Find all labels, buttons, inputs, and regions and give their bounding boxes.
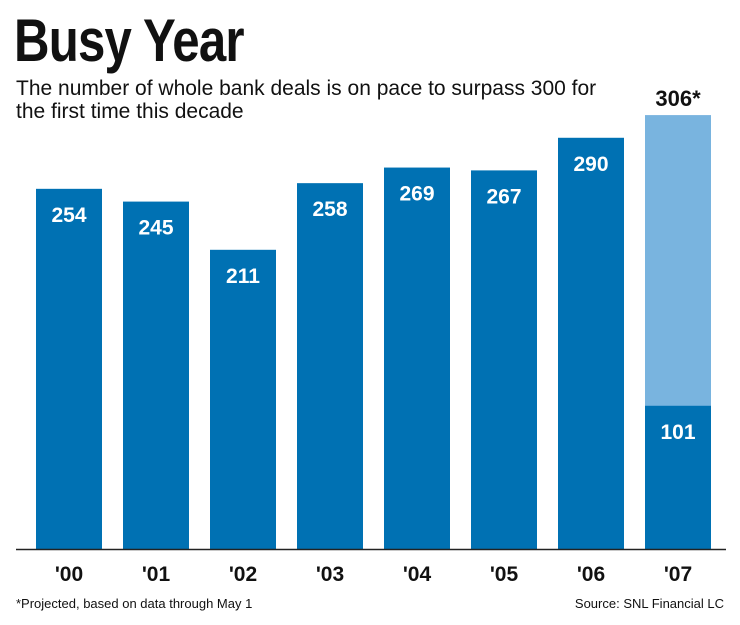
bar — [471, 170, 537, 550]
bar-value-label: 290 — [573, 153, 608, 176]
bar-value-label: 211 — [226, 265, 260, 288]
bar — [210, 249, 276, 549]
bar — [645, 405, 711, 549]
source-note: Source: SNL Financial LC — [574, 596, 724, 611]
bar — [384, 167, 450, 550]
bar-value-label: 258 — [312, 198, 347, 221]
bar — [297, 183, 363, 549]
bar — [123, 201, 189, 549]
bar — [36, 188, 102, 549]
bar — [558, 137, 624, 549]
chart-title: Busy Year — [14, 7, 245, 74]
x-tick-label: '05 — [490, 563, 519, 586]
chart-subtitle: The number of whole bank deals is on pac… — [16, 77, 597, 123]
x-tick-label: '06 — [577, 563, 605, 586]
bar-value-label: 269 — [399, 183, 434, 206]
bar-value-label: 267 — [486, 185, 521, 208]
x-tick-label: '02 — [229, 563, 257, 586]
bar-value-label: 254 — [51, 204, 86, 227]
x-tick-label: '01 — [142, 563, 171, 586]
x-tick-label: '04 — [403, 563, 432, 586]
projected-label: 306* — [655, 86, 701, 111]
bar-value-label: 245 — [138, 217, 173, 240]
x-tick-label: '00 — [55, 563, 83, 586]
x-tick-label: '03 — [316, 563, 344, 586]
x-tick-label: '07 — [664, 563, 692, 586]
footnote: *Projected, based on data through May 1 — [16, 596, 253, 611]
bar-value-label: 101 — [660, 421, 695, 444]
